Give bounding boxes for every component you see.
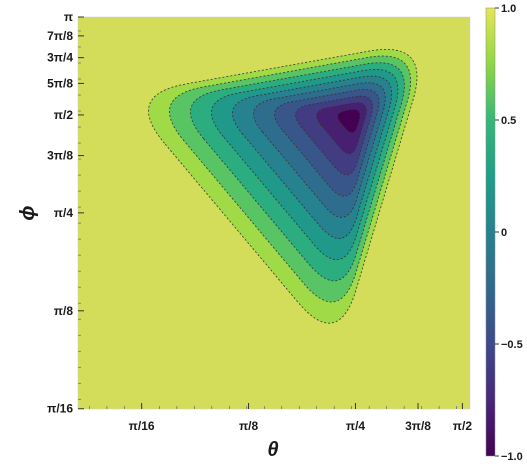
x-tick-label: π/2 [453,419,473,433]
y-tick-label: π [64,10,73,24]
colorbar-tick-label: 1.0 [501,3,516,15]
y-tick-label: π/2 [54,108,74,122]
x-axis-title: θ [267,439,278,461]
y-tick-label: π/4 [54,206,74,220]
colorbar: 1.0 0.5 0 −0.5 −1.0 [485,3,523,463]
y-tick-label: 7π/8 [47,29,73,43]
colorbar-gradient [485,7,496,457]
colorbar-ticks: 1.0 0.5 0 −0.5 −1.0 [495,3,523,463]
x-tick-label: π/16 [129,419,155,433]
x-tick-label: 3π/8 [405,419,431,433]
contour-band [337,109,361,133]
y-axis: π/16 π/8 π/4 3π/8 π/2 5π/8 3π/4 7π/8 π [47,10,84,416]
x-tick-label: π/4 [346,419,366,433]
x-axis: π/16 π/8 π/4 3π/8 π/2 [89,403,472,433]
contour-bands [148,49,418,324]
y-tick-label: 3π/8 [47,149,73,163]
y-tick-label: π/8 [54,304,74,318]
y-tick-label: 5π/8 [47,76,73,90]
y-tick-label: 3π/4 [47,51,73,65]
colorbar-tick-label: −1.0 [501,451,523,463]
colorbar-tick-label: −0.5 [501,339,523,351]
colorbar-tick-label: 0.5 [501,115,516,127]
y-tick-label: π/16 [47,402,73,416]
colorbar-tick-label: 0 [501,227,507,239]
x-tick-label: π/8 [239,419,259,433]
plot-area [78,17,470,409]
y-axis-title: ϕ [17,205,39,220]
